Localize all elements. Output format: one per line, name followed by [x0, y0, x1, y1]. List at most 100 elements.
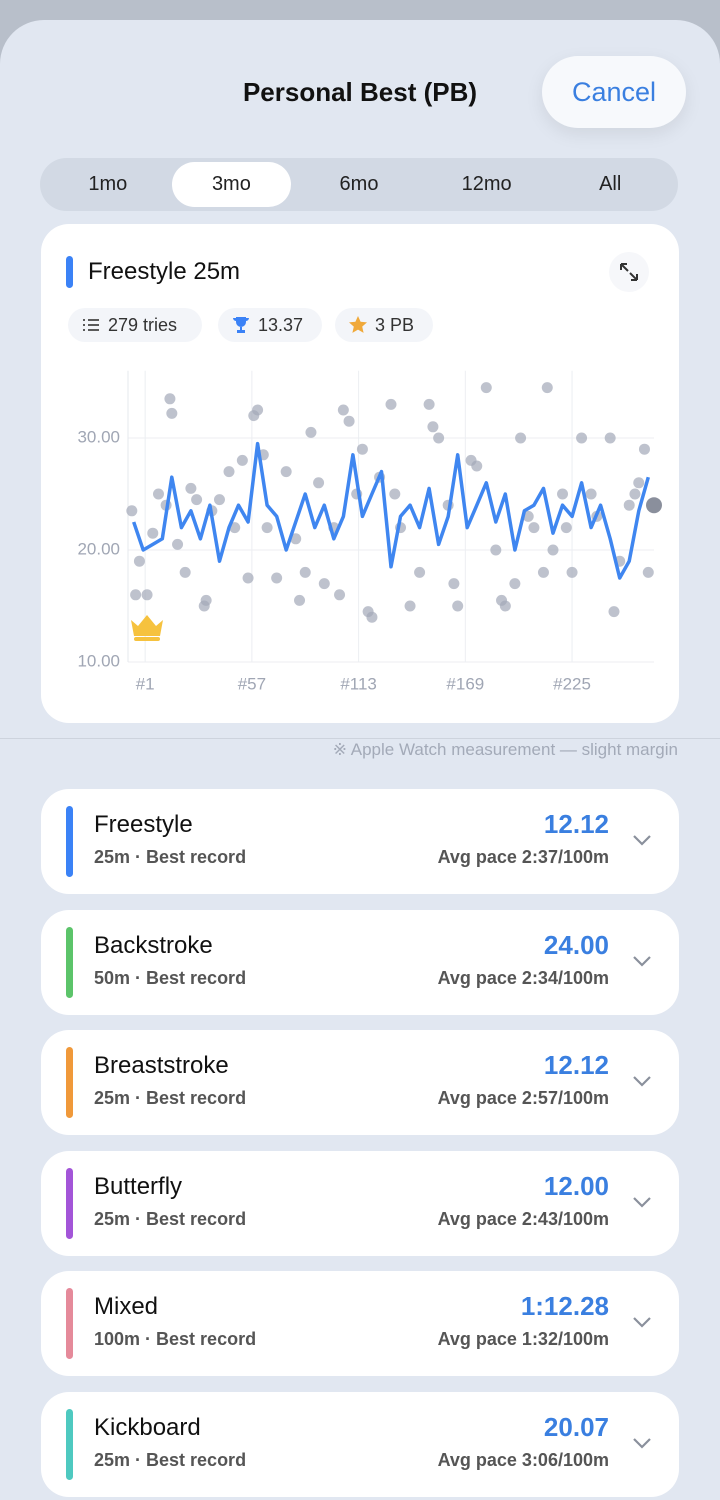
data-point: [585, 488, 597, 500]
sheet: Personal Best (PB) Cancel 1mo 3mo 6mo 12mo A…: [0, 20, 720, 1500]
data-point: [547, 544, 559, 556]
data-point: [191, 494, 203, 506]
pb-chip: 3 PB: [335, 308, 433, 342]
record-pace: Avg pace 1:32/100m: [437, 1329, 609, 1349]
period-tabs: 1mo 3mo 6mo 12mo All: [40, 158, 678, 211]
data-point: [299, 566, 311, 578]
accent-bar: [66, 1288, 73, 1359]
note: ※ Apple Watch measurement — slight margi…: [332, 740, 678, 759]
trend-line: [132, 441, 650, 580]
x-tick-label: #113: [340, 674, 377, 693]
y-tick-label: 10.00: [77, 651, 120, 670]
data-point: [172, 538, 184, 550]
data-point: [200, 594, 212, 606]
data-point: [337, 404, 349, 416]
data-point: [343, 415, 355, 427]
cancel-button[interactable]: Cancel: [542, 56, 686, 128]
data-point: [213, 494, 225, 506]
record-sub: 25m · Best record: [94, 847, 247, 867]
data-point: [133, 555, 145, 567]
data-point: [480, 382, 492, 394]
divider: [0, 738, 720, 739]
expand-button[interactable]: [609, 252, 649, 292]
tab[interactable]: 1mo: [88, 173, 128, 195]
header-title: Personal Best (PB): [242, 77, 478, 107]
data-point: [423, 398, 435, 410]
data-point: [130, 589, 142, 601]
data-point: [313, 477, 325, 489]
trophy-icon: [233, 317, 249, 333]
record-card[interactable]: Kickboard 25m · Best record 20.07 Avg pace …: [41, 1391, 679, 1497]
data-point: [164, 393, 176, 405]
data-point: [252, 404, 264, 416]
record-sub: 50m · Best record: [94, 967, 247, 988]
data-point: [389, 488, 401, 500]
tab[interactable]: All: [599, 173, 622, 195]
data-point: [166, 407, 178, 419]
tries-chip: 279 tries: [68, 308, 202, 342]
record-card[interactable]: Backstroke 50m · Best record 24.00 Avg pace…: [41, 909, 679, 1015]
data-point: [642, 566, 654, 578]
data-point: [280, 466, 292, 478]
record-value: 20.07: [543, 1411, 609, 1442]
chevron: [631, 1315, 653, 1334]
x-tick-label: #225: [553, 674, 591, 693]
data-point: [557, 488, 569, 500]
data-point: [334, 589, 346, 601]
data-point: [448, 578, 460, 590]
data-point: [566, 566, 578, 578]
data-point: [604, 432, 616, 444]
chevron: [631, 833, 653, 852]
data-point: [141, 589, 153, 601]
record-sub: 25m · Best record: [94, 1208, 247, 1229]
data-point: [404, 600, 416, 612]
record-pace: Avg pace 2:57/100m: [437, 1088, 609, 1108]
tab[interactable]: 6mo: [339, 173, 379, 195]
data-point: [537, 566, 549, 578]
chevron-icon: [633, 835, 651, 846]
chevron: [631, 1074, 653, 1093]
record-name: Backstroke: [94, 931, 213, 959]
record-card[interactable]: Freestyle 25m · Best record 12.12 Avg pace …: [41, 789, 679, 894]
accent-bar: [66, 806, 73, 877]
record-card[interactable]: Mixed 100m · Best record 1:12.28 Avg pace 1…: [41, 1271, 679, 1376]
data-point: [608, 606, 620, 618]
data-point: [576, 432, 588, 444]
chevron-icon: [633, 1437, 651, 1449]
record-name: Freestyle: [94, 811, 193, 838]
crown-icon: [131, 615, 163, 641]
record-name: Kickboard: [94, 1413, 201, 1441]
data-point: [433, 432, 445, 444]
data-point: [499, 600, 511, 612]
data-point: [490, 544, 502, 556]
tab[interactable]: 12mo: [461, 173, 512, 195]
record-value: 12.00: [543, 1170, 609, 1201]
accent-bar: [66, 1047, 73, 1118]
record-sub: 100m · Best record: [94, 1329, 257, 1349]
record-sub: 25m · Best record: [94, 1088, 247, 1108]
chevron: [631, 1195, 653, 1214]
data-point: [366, 611, 378, 623]
data-point: [356, 443, 368, 455]
star-icon: [349, 316, 367, 333]
record-name: Mixed: [94, 1293, 159, 1320]
tab[interactable]: 3mo: [171, 162, 291, 207]
x-tick-label: #1: [136, 674, 155, 693]
x-tick-label: #57: [238, 674, 266, 693]
chevron: [631, 954, 653, 973]
data-point: [290, 533, 302, 545]
chevron-icon: [633, 955, 651, 967]
y-tick-label: 20.00: [77, 539, 120, 558]
accent-bar: [66, 926, 73, 998]
record-card[interactable]: Butterfly 25m · Best record 12.00 Avg pace …: [41, 1150, 679, 1256]
data-point: [318, 578, 330, 590]
record-card[interactable]: Breaststroke 25m · Best record 12.12 Avg pa…: [41, 1030, 679, 1135]
data-point: [638, 443, 650, 455]
card-title: Freestyle 25m: [88, 258, 241, 285]
data-point: [515, 432, 527, 444]
data-point: [427, 421, 439, 433]
data-point: [271, 572, 283, 584]
record-name: Butterfly: [94, 1172, 183, 1200]
data-point: [185, 482, 197, 494]
data-point: [126, 505, 138, 517]
